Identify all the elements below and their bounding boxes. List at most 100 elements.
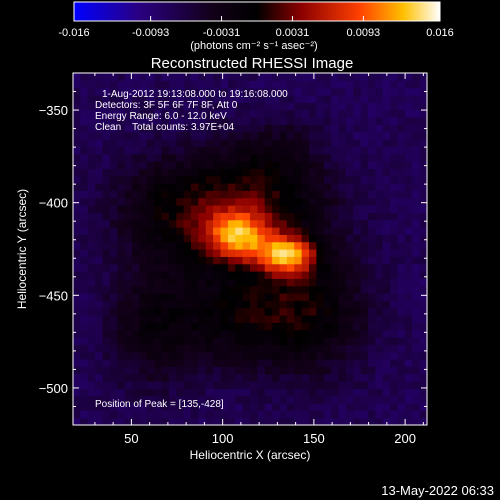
- heatmap-cell: [213, 117, 222, 125]
- heatmap-cell: [132, 205, 140, 213]
- heatmap-cell: [102, 212, 111, 221]
- heatmap-cell: [301, 109, 310, 118]
- heatmap-cell: [323, 315, 332, 323]
- heatmap-cell: [279, 205, 288, 213]
- heatmap-cell: [309, 351, 317, 360]
- heatmap-cell: [168, 381, 177, 389]
- heatmap-cell: [132, 146, 140, 155]
- heatmap-cell: [412, 95, 421, 103]
- heatmap-cell: [117, 256, 126, 265]
- heatmap-cell: [146, 117, 155, 125]
- heatmap-cell: [80, 278, 89, 287]
- heatmap-cell: [250, 219, 258, 228]
- heatmap-cell: [183, 344, 192, 353]
- heatmap-cell: [227, 329, 236, 338]
- heatmap-cell: [132, 234, 140, 243]
- heatmap-cell: [323, 271, 332, 279]
- heatmap-cell: [205, 227, 214, 235]
- heatmap-cell: [250, 271, 258, 279]
- heatmap-cell: [227, 351, 236, 360]
- heatmap-cell: [146, 344, 155, 353]
- heatmap-cell: [301, 227, 310, 235]
- heatmap-cell: [242, 395, 251, 404]
- heatmap-cell: [264, 183, 273, 191]
- heatmap-cell: [360, 205, 369, 213]
- heatmap-cell: [419, 403, 427, 411]
- heatmap-cell: [227, 161, 236, 169]
- heatmap-cell: [183, 300, 192, 309]
- heatmap-cell: [397, 249, 406, 257]
- heatmap-cell: [368, 153, 376, 162]
- heatmap-cell: [102, 161, 111, 169]
- heatmap-cell: [412, 73, 421, 81]
- heatmap-cell: [382, 241, 391, 250]
- heatmap-cell: [301, 344, 310, 353]
- heatmap-cell: [323, 241, 332, 250]
- heatmap-cell: [419, 131, 427, 140]
- heatmap-cell: [168, 388, 177, 397]
- heatmap-cell: [132, 337, 140, 345]
- heatmap-cell: [205, 373, 214, 382]
- heatmap-cell: [404, 168, 413, 177]
- heatmap-cell: [360, 219, 369, 228]
- heatmap-cell: [419, 417, 427, 425]
- heatmap-cell: [205, 95, 214, 103]
- heatmap-cell: [309, 73, 317, 81]
- heatmap-cell: [279, 271, 288, 279]
- heatmap-cell: [95, 234, 104, 243]
- heatmap-cell: [323, 190, 332, 199]
- heatmap-cell: [279, 161, 288, 169]
- heatmap-cell: [109, 124, 118, 133]
- heatmap-cell: [368, 109, 376, 118]
- heatmap-cell: [87, 315, 96, 323]
- heatmap-cell: [205, 351, 214, 360]
- heatmap-cell: [198, 263, 207, 272]
- heatmap-cell: [191, 285, 199, 294]
- heatmap-cell: [279, 395, 288, 404]
- heatmap-cell: [73, 197, 81, 206]
- heatmap-cell: [80, 183, 89, 191]
- heatmap-cell: [279, 219, 288, 228]
- heatmap-cell: [168, 278, 177, 287]
- heatmap-cell: [95, 322, 104, 331]
- heatmap-cell: [294, 168, 303, 177]
- heatmap-cell: [235, 307, 244, 316]
- heatmap-cell: [272, 212, 281, 221]
- heatmap-cell: [301, 161, 310, 169]
- heatmap-cell: [257, 300, 266, 309]
- heatmap-cell: [102, 73, 111, 81]
- heatmap-cell: [301, 307, 310, 316]
- heatmap-cell: [220, 212, 229, 221]
- heatmap-cell: [132, 197, 140, 206]
- heatmap-cell: [404, 190, 413, 199]
- heatmap-cell: [220, 366, 229, 375]
- heatmap-cell: [227, 381, 236, 389]
- heatmap-cell: [146, 388, 155, 397]
- heatmap-cell: [205, 234, 214, 243]
- heatmap-cell: [294, 271, 303, 279]
- heatmap-cell: [272, 322, 281, 331]
- heatmap-cell: [80, 234, 89, 243]
- heatmap-cell: [294, 395, 303, 404]
- heatmap-cell: [220, 322, 229, 331]
- heatmap-cell: [286, 205, 295, 213]
- heatmap-cell: [412, 366, 421, 375]
- heatmap-cell: [124, 234, 133, 243]
- heatmap-cell: [154, 161, 163, 169]
- heatmap-cell: [95, 381, 104, 389]
- heatmap-cell: [95, 395, 104, 404]
- heatmap-cell: [198, 146, 207, 155]
- heatmap-cell: [191, 219, 199, 228]
- heatmap-cell: [73, 73, 81, 81]
- heatmap-cell: [390, 175, 399, 184]
- heatmap-cell: [176, 87, 185, 96]
- heatmap-cell: [87, 403, 96, 411]
- heatmap-cell: [279, 366, 288, 375]
- heatmap-cell: [146, 95, 155, 103]
- heatmap-cell: [73, 161, 81, 169]
- heatmap-cell: [154, 95, 163, 103]
- heatmap-cell: [80, 175, 89, 184]
- heatmap-cell: [286, 300, 295, 309]
- heatmap-cell: [139, 403, 148, 411]
- heatmap-cell: [250, 417, 258, 425]
